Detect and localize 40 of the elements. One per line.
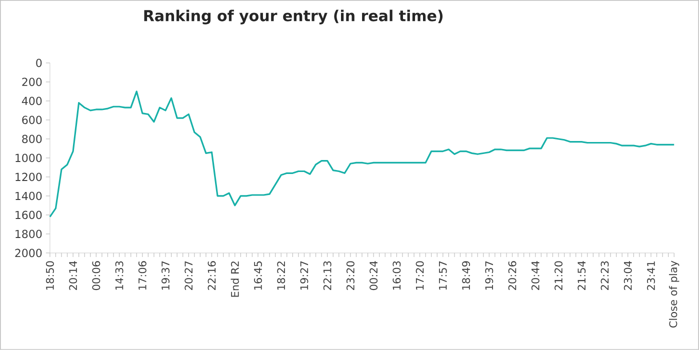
x-tick-label: 23:20	[346, 261, 354, 290]
y-tick-label: 1000	[16, 154, 42, 162]
x-tick-label: 20:44	[531, 261, 540, 290]
x-tick-label: 21:54	[578, 261, 586, 290]
x-tick-label: 17:57	[439, 261, 447, 290]
x-tick-label: 23:41	[647, 262, 655, 290]
x-tick-label: 17:20	[416, 261, 424, 290]
x-tick-label: 00:24	[370, 261, 378, 290]
x-tick-label: Close of play	[669, 260, 680, 328]
x-tick-label: 22:13	[323, 261, 332, 290]
chart-title: Ranking of your entry (in real time)	[144, 10, 443, 24]
y-tick-label: 1200	[16, 172, 42, 182]
x-tick-label: 22:16	[208, 261, 216, 290]
x-tick-label: 20:27	[184, 261, 193, 290]
y-tick-label: 2000	[15, 248, 42, 258]
x-tick-label: 17:06	[138, 261, 146, 290]
x-tick-label: 20:14	[69, 261, 78, 290]
x-tick-label: 19:37	[162, 261, 170, 290]
x-tick-label: 19:37	[485, 261, 494, 290]
y-tick-label: 0	[36, 58, 42, 68]
y-tick-label: 600	[22, 116, 42, 124]
x-tick-label: 22:23	[600, 261, 609, 290]
x-tick-label: 18:22	[277, 262, 286, 290]
x-tick-label: 23:04	[624, 261, 632, 290]
y-tick-label: 200	[22, 78, 42, 86]
y-tick-label: 1800	[16, 230, 42, 238]
y-tick-label: 1600	[16, 210, 42, 220]
x-tick-label: 19:27	[300, 261, 308, 290]
x-tick-label: End R2	[230, 262, 239, 297]
x-tick-label: 20:26	[508, 261, 516, 290]
x-tick-label: 18:50	[46, 261, 54, 290]
y-tick-label: 1400	[16, 192, 42, 200]
x-tick-label: 21:20	[554, 261, 562, 290]
x-tick-label: 18:49	[462, 261, 470, 290]
x-tick-label: 00:06	[92, 261, 100, 290]
y-tick-label: 400	[22, 96, 42, 106]
x-tick-label: 16:03	[392, 261, 401, 290]
x-tick-label: 16:45	[254, 261, 262, 290]
x-tick-label: 14:33	[115, 261, 124, 290]
y-tick-label: 800	[22, 134, 42, 144]
